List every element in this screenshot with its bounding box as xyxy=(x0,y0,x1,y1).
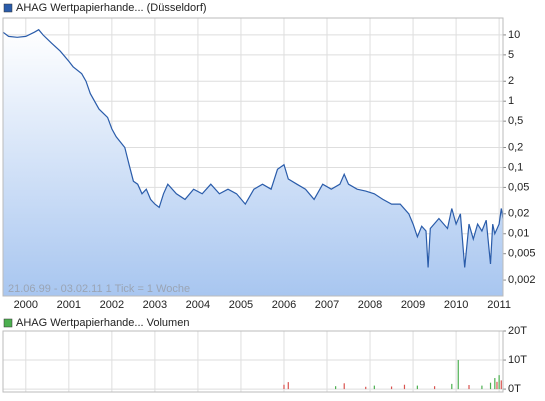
area-fill xyxy=(3,29,503,296)
x-tick-label: 2007 xyxy=(315,299,339,311)
volume-bar xyxy=(500,380,502,390)
y-tick-label: 0,5 xyxy=(508,115,523,127)
legend-label: AHAG Wertpapierhande... Volumen xyxy=(16,317,189,329)
y-tick-label: 0,1 xyxy=(508,161,523,173)
y-tick-label: 5 xyxy=(508,49,514,61)
y-tick-label: 0,01 xyxy=(508,228,529,240)
legend-swatch xyxy=(3,3,13,13)
annotation: 21.06.99 - 03.02.11 1 Tick = 1 Woche xyxy=(8,283,190,295)
x-tick-label: 2008 xyxy=(358,299,382,311)
volume-bar xyxy=(498,375,500,390)
x-tick-label: 2006 xyxy=(272,299,296,311)
y-tick-label: 0,2 xyxy=(508,141,523,153)
plot-frame xyxy=(2,17,504,297)
volume-bar xyxy=(403,384,406,390)
volume-bar xyxy=(335,386,337,390)
volume-bar xyxy=(287,382,289,390)
x-tick-label: 2000 xyxy=(14,299,38,311)
y-tick-label: 0,005 xyxy=(508,248,536,260)
volume-bar xyxy=(481,385,483,390)
y-tick-label: 2 xyxy=(508,75,514,87)
x-tick-label: 2004 xyxy=(186,299,210,311)
legend-label: AHAG Wertpapierhande... (Düsseldorf) xyxy=(16,2,207,14)
volume-bar xyxy=(390,386,393,390)
x-tick-label: 2010 xyxy=(444,299,468,311)
volume-bar xyxy=(451,383,453,390)
y-tick-label: 0T xyxy=(508,383,521,395)
y-tick-label: 0,002 xyxy=(508,274,536,286)
y-tick-label: 0,05 xyxy=(508,181,529,193)
x-tick-label: 2005 xyxy=(229,299,253,311)
plot-frame xyxy=(2,330,504,393)
y-tick-label: 20T xyxy=(508,325,527,337)
volume-bar xyxy=(494,378,496,390)
volume-bar xyxy=(468,385,470,390)
y-tick-label: 10 xyxy=(508,29,520,41)
legend-swatch xyxy=(3,318,13,328)
volume-bar xyxy=(416,385,418,390)
volume-bar xyxy=(373,385,375,390)
volume-bar xyxy=(496,381,498,390)
x-tick-label: 2001 xyxy=(57,299,81,311)
volume-bar xyxy=(489,382,492,390)
volume-bar xyxy=(433,386,436,390)
x-tick-label: 2009 xyxy=(401,299,425,311)
x-tick-label: 2003 xyxy=(143,299,167,311)
volume-bar xyxy=(283,384,285,390)
y-tick-label: 1 xyxy=(508,95,514,107)
x-tick-label: 2011 xyxy=(487,299,511,311)
volume-bar xyxy=(343,383,345,390)
volume-bar xyxy=(457,360,459,390)
y-tick-label: 0,02 xyxy=(508,208,529,220)
price-line xyxy=(2,28,504,268)
volume-bar xyxy=(365,386,367,390)
y-tick-label: 10T xyxy=(508,354,527,366)
x-tick-label: 2002 xyxy=(100,299,124,311)
